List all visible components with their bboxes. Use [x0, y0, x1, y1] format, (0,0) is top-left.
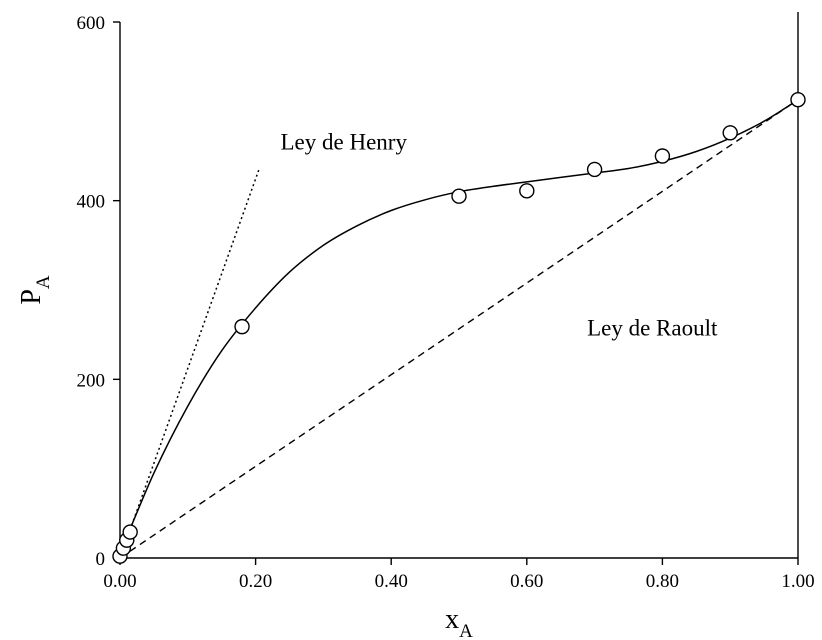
data-point	[790, 92, 806, 108]
henry-law-label: Ley de Henry	[281, 130, 408, 155]
data-point	[722, 125, 738, 141]
y-axis-title-main: P	[16, 289, 47, 305]
data-points	[112, 92, 806, 564]
x-tick-label: 0.40	[375, 571, 408, 592]
x-tick-label: 0.80	[646, 571, 679, 592]
x-axis-ticks: 0.00 0.20 0.40 0.60 0.80 1.00	[103, 558, 815, 592]
axes	[119, 12, 799, 559]
x-tick-label: 0.00	[103, 571, 136, 592]
raoult-law-line	[119, 99, 799, 559]
x-axis-title-main: x	[445, 604, 459, 635]
y-tick-label: 600	[77, 13, 106, 34]
x-tick-label: 0.20	[239, 571, 272, 592]
x-tick-label: 1.00	[781, 571, 814, 592]
y-tick-label: 400	[77, 192, 106, 213]
y-axis-title-subscript: A	[33, 275, 54, 289]
x-axis-title: xA	[445, 604, 473, 640]
data-point	[654, 148, 671, 164]
data-point	[122, 524, 138, 540]
henry-law-line	[119, 169, 260, 559]
data-point	[586, 161, 603, 178]
data-point	[519, 183, 535, 199]
data-point	[234, 318, 250, 335]
y-axis-ticks: 0 200 400 600	[77, 13, 120, 570]
y-tick-label: 200	[77, 370, 106, 391]
raoult-law-label: Ley de Raoult	[587, 316, 718, 341]
y-axis-title: PA	[16, 275, 54, 305]
data-point	[451, 188, 467, 204]
y-tick-label: 0	[96, 549, 106, 570]
x-tick-label: 0.60	[510, 571, 543, 592]
x-axis-title-subscript: A	[459, 621, 473, 640]
